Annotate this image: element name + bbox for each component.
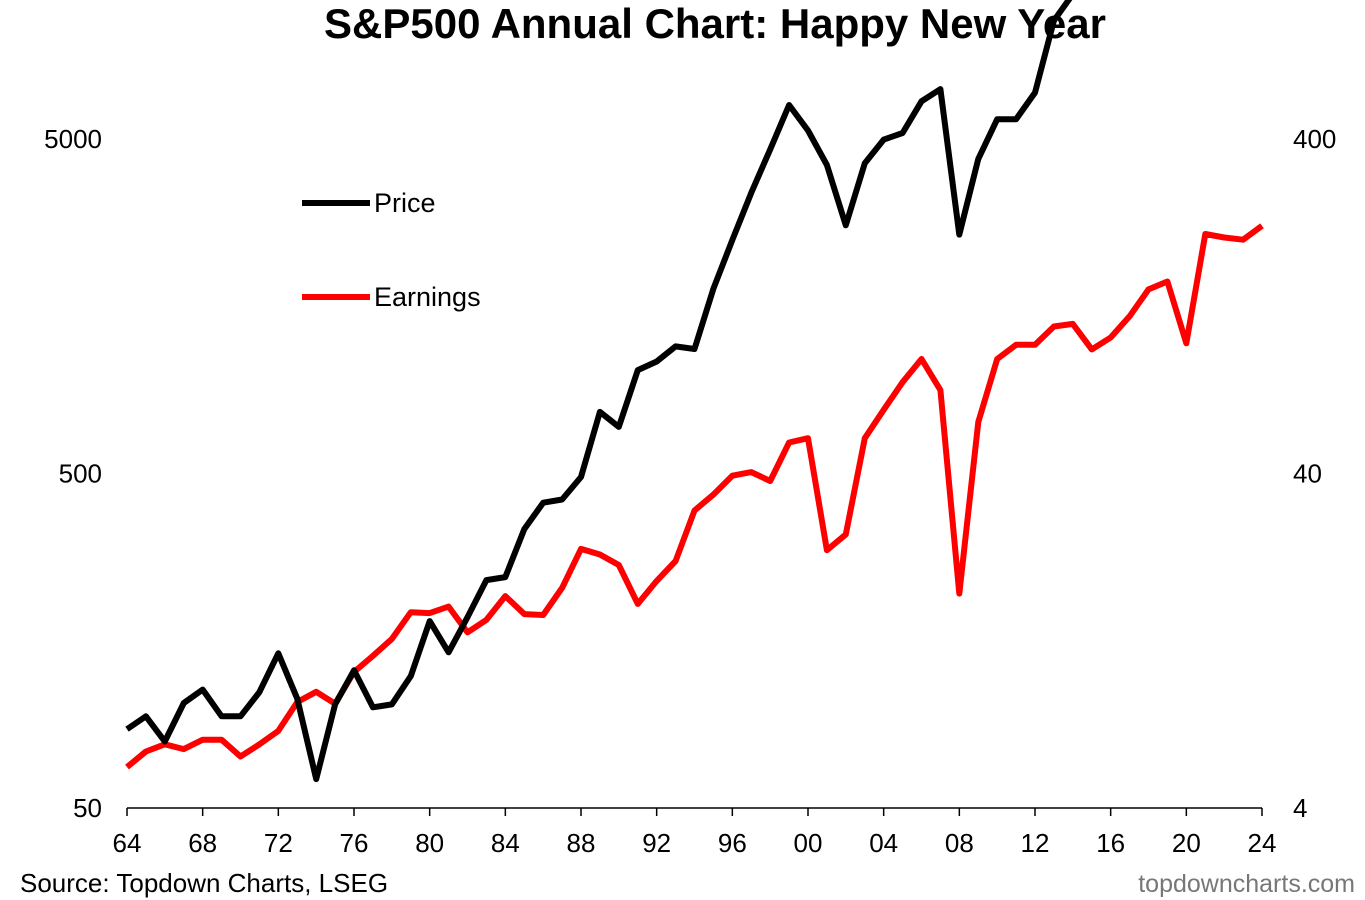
series-line-earnings	[125, 223, 1264, 770]
right-tick-label: 40	[1293, 459, 1322, 489]
x-tick-label: 20	[1172, 828, 1201, 858]
right-tick-label: 400	[1293, 124, 1336, 154]
right-axis-ticks: 400 40 4	[1293, 124, 1336, 823]
x-tick-label: 88	[567, 828, 596, 858]
series-line-price	[125, 0, 1073, 783]
legend-label-price: Price	[374, 188, 436, 218]
x-tick-label: 92	[642, 828, 671, 858]
watermark: topdowncharts.com	[1138, 870, 1355, 898]
chart-title: S&P500 Annual Chart: Happy New Year	[324, 0, 1106, 47]
source-note: Source: Topdown Charts, LSEG	[20, 868, 388, 898]
x-tick-label: 84	[491, 828, 520, 858]
legend-label-earnings: Earnings	[374, 282, 481, 312]
left-tick-label: 500	[59, 459, 102, 489]
series-layer	[125, 0, 1264, 783]
left-tick-label: 50	[73, 793, 102, 823]
left-axis-ticks: 5000 500 50	[44, 124, 102, 823]
right-tick-label: 4	[1293, 793, 1307, 823]
left-tick-label: 5000	[44, 124, 102, 154]
x-tick-label: 76	[340, 828, 369, 858]
x-tick-label: 08	[945, 828, 974, 858]
axes: 64 68 72 76 80 84 88 92 96 00 04 08 12 16 20 24 5000500…	[44, 124, 1336, 858]
x-tick-label: 80	[415, 828, 444, 858]
x-tick-label: 16	[1096, 828, 1125, 858]
x-ticks: 64 68 72 76 80 84 88 92 96 00 04 08 12 16 20 24	[113, 808, 1277, 858]
x-tick-label: 68	[188, 828, 217, 858]
x-tick-label: 72	[264, 828, 293, 858]
x-tick-label: 00	[794, 828, 823, 858]
x-tick-label: 04	[869, 828, 898, 858]
x-tick-label: 24	[1248, 828, 1277, 858]
legend: Price Earnings	[302, 188, 481, 312]
x-tick-label: 96	[718, 828, 747, 858]
x-tick-label: 64	[113, 828, 142, 858]
x-tick-label: 12	[1021, 828, 1050, 858]
